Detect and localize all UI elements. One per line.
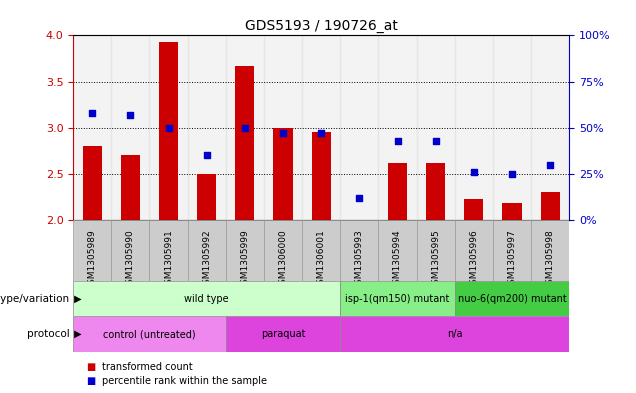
Title: GDS5193 / 190726_at: GDS5193 / 190726_at	[245, 19, 398, 33]
Text: GSM1305991: GSM1305991	[164, 229, 173, 290]
Bar	[417, 35, 455, 220]
Bar	[73, 220, 111, 281]
Bar	[455, 220, 493, 281]
Bar	[273, 128, 293, 220]
Bar	[541, 193, 560, 220]
Bar	[197, 174, 216, 220]
Point	[163, 125, 174, 131]
Bar	[455, 281, 569, 316]
Bar	[340, 220, 378, 281]
Bar	[111, 35, 149, 220]
Text: paraquat: paraquat	[261, 329, 305, 339]
Bar	[340, 281, 455, 316]
Text: GSM1305998: GSM1305998	[546, 229, 555, 290]
Point	[507, 171, 517, 177]
Text: GSM1305996: GSM1305996	[469, 229, 478, 290]
Text: protocol: protocol	[27, 329, 70, 339]
Bar	[426, 163, 445, 220]
Bar	[73, 316, 226, 352]
Point	[469, 169, 479, 175]
Bar	[111, 220, 149, 281]
Text: control (untreated): control (untreated)	[103, 329, 196, 339]
Bar	[226, 220, 264, 281]
Bar	[493, 35, 531, 220]
Point	[392, 138, 403, 144]
Bar	[302, 35, 340, 220]
Text: ■: ■	[86, 376, 95, 386]
Point	[202, 152, 212, 158]
Text: n/a: n/a	[447, 329, 462, 339]
Text: isp-1(qm150) mutant: isp-1(qm150) mutant	[345, 294, 450, 304]
Bar	[73, 35, 111, 220]
Bar	[188, 220, 226, 281]
Bar	[388, 163, 407, 220]
Bar	[264, 220, 302, 281]
Bar	[83, 146, 102, 220]
Text: nuo-6(qm200) mutant: nuo-6(qm200) mutant	[458, 294, 566, 304]
Text: GSM1305992: GSM1305992	[202, 229, 211, 290]
Text: GSM1305989: GSM1305989	[88, 229, 97, 290]
Text: genotype/variation: genotype/variation	[0, 294, 70, 304]
Bar	[340, 316, 569, 352]
Text: transformed count: transformed count	[102, 362, 193, 373]
Point	[431, 138, 441, 144]
Bar	[264, 35, 302, 220]
Bar	[149, 35, 188, 220]
Text: ■: ■	[86, 362, 95, 373]
Bar	[378, 220, 417, 281]
Bar	[226, 35, 264, 220]
Point	[87, 110, 97, 116]
Bar	[455, 35, 493, 220]
Bar	[149, 220, 188, 281]
Bar	[378, 35, 417, 220]
Bar	[235, 66, 254, 220]
Bar	[159, 42, 178, 220]
Bar	[464, 199, 483, 220]
Bar	[531, 35, 569, 220]
Point	[278, 130, 288, 136]
Text: GSM1306001: GSM1306001	[317, 229, 326, 290]
Text: GSM1306000: GSM1306000	[279, 229, 287, 290]
Text: GSM1305990: GSM1305990	[126, 229, 135, 290]
Bar	[226, 316, 340, 352]
Point	[316, 130, 326, 136]
Text: GSM1305999: GSM1305999	[240, 229, 249, 290]
Text: ▶: ▶	[71, 329, 81, 339]
Bar	[121, 155, 140, 220]
Point	[545, 162, 555, 168]
Text: GSM1305994: GSM1305994	[393, 229, 402, 290]
Bar	[340, 35, 378, 220]
Bar	[502, 204, 522, 220]
Bar	[493, 220, 531, 281]
Text: GSM1305997: GSM1305997	[508, 229, 516, 290]
Text: wild type: wild type	[184, 294, 229, 304]
Bar	[73, 281, 340, 316]
Bar	[188, 35, 226, 220]
Text: percentile rank within the sample: percentile rank within the sample	[102, 376, 266, 386]
Bar	[531, 220, 569, 281]
Bar	[312, 132, 331, 220]
Text: ▶: ▶	[71, 294, 81, 304]
Text: GSM1305995: GSM1305995	[431, 229, 440, 290]
Bar	[302, 220, 340, 281]
Text: GSM1305993: GSM1305993	[355, 229, 364, 290]
Point	[354, 195, 364, 201]
Bar	[417, 220, 455, 281]
Point	[125, 112, 135, 118]
Point	[240, 125, 250, 131]
